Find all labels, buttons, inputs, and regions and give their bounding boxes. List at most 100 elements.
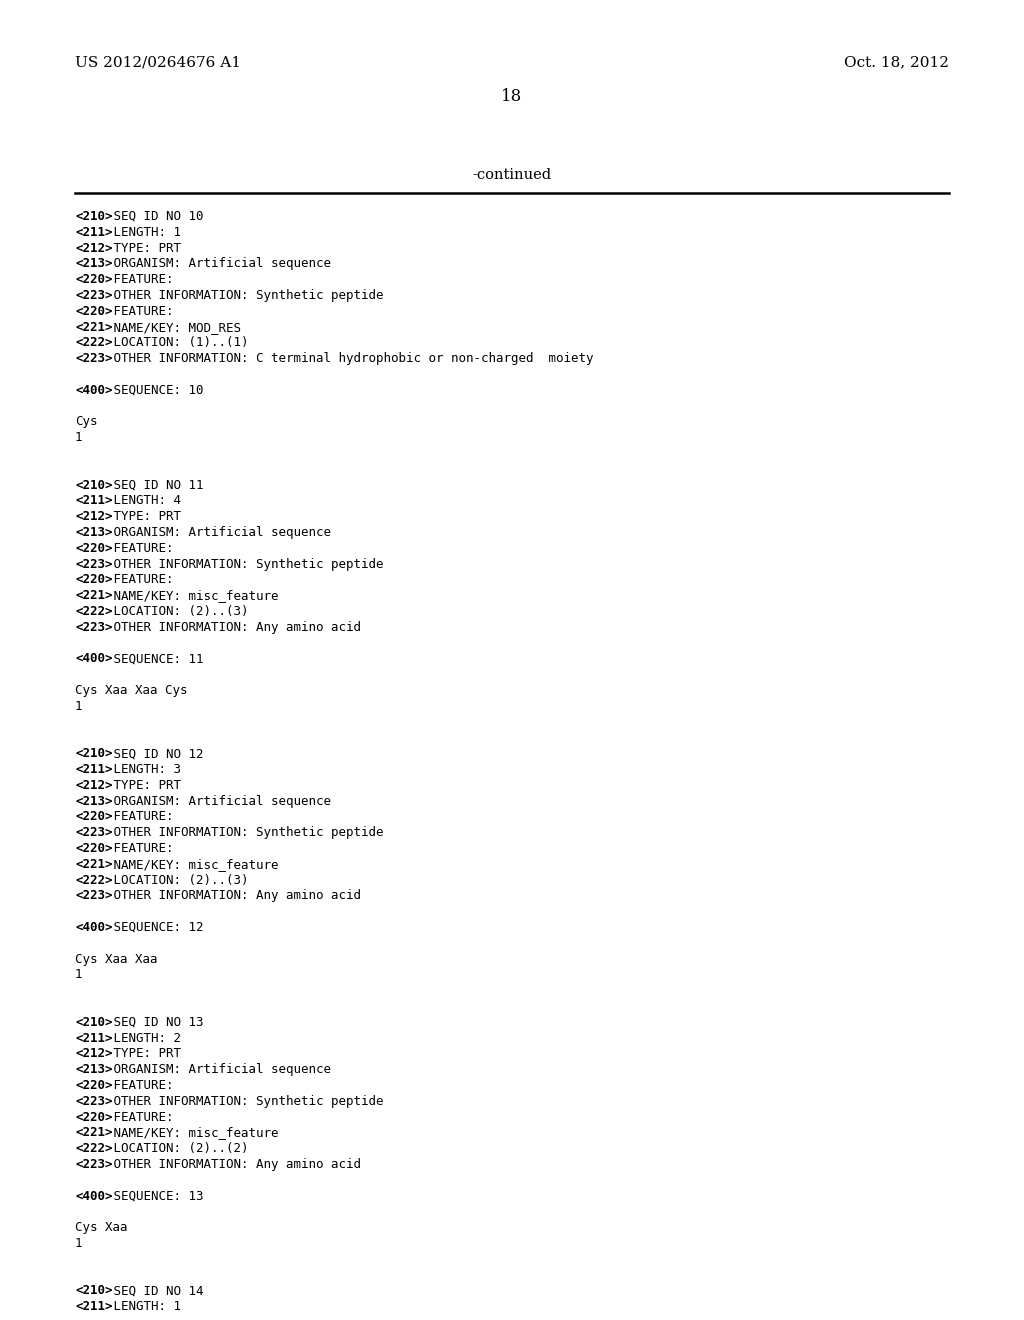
Text: TYPE: PRT: TYPE: PRT xyxy=(106,242,181,255)
Text: <223>: <223> xyxy=(75,352,113,366)
Text: <213>: <213> xyxy=(75,525,113,539)
Text: 1: 1 xyxy=(75,700,83,713)
Text: <220>: <220> xyxy=(75,273,113,286)
Text: <220>: <220> xyxy=(75,1078,113,1092)
Text: <223>: <223> xyxy=(75,890,113,903)
Text: TYPE: PRT: TYPE: PRT xyxy=(106,511,181,523)
Text: NAME/KEY: MOD_RES: NAME/KEY: MOD_RES xyxy=(106,321,242,334)
Text: SEQ ID NO 14: SEQ ID NO 14 xyxy=(106,1284,204,1298)
Text: SEQUENCE: 13: SEQUENCE: 13 xyxy=(106,1189,204,1203)
Text: <221>: <221> xyxy=(75,589,113,602)
Text: FEATURE:: FEATURE: xyxy=(106,842,174,855)
Text: OTHER INFORMATION: Synthetic peptide: OTHER INFORMATION: Synthetic peptide xyxy=(106,557,384,570)
Text: ORGANISM: Artificial sequence: ORGANISM: Artificial sequence xyxy=(106,1063,332,1076)
Text: OTHER INFORMATION: Synthetic peptide: OTHER INFORMATION: Synthetic peptide xyxy=(106,1094,384,1107)
Text: <213>: <213> xyxy=(75,257,113,271)
Text: Oct. 18, 2012: Oct. 18, 2012 xyxy=(844,55,949,69)
Text: <223>: <223> xyxy=(75,620,113,634)
Text: <223>: <223> xyxy=(75,289,113,302)
Text: Cys Xaa Xaa: Cys Xaa Xaa xyxy=(75,953,158,966)
Text: TYPE: PRT: TYPE: PRT xyxy=(106,1047,181,1060)
Text: <223>: <223> xyxy=(75,826,113,840)
Text: SEQ ID NO 13: SEQ ID NO 13 xyxy=(106,1016,204,1028)
Text: FEATURE:: FEATURE: xyxy=(106,1110,174,1123)
Text: LOCATION: (1)..(1): LOCATION: (1)..(1) xyxy=(106,337,249,350)
Text: LOCATION: (2)..(2): LOCATION: (2)..(2) xyxy=(106,1142,249,1155)
Text: FEATURE:: FEATURE: xyxy=(106,541,174,554)
Text: <220>: <220> xyxy=(75,305,113,318)
Text: 1: 1 xyxy=(75,432,83,445)
Text: <213>: <213> xyxy=(75,795,113,808)
Text: 18: 18 xyxy=(502,88,522,106)
Text: OTHER INFORMATION: Any amino acid: OTHER INFORMATION: Any amino acid xyxy=(106,620,361,634)
Text: 1: 1 xyxy=(75,969,83,981)
Text: LOCATION: (2)..(3): LOCATION: (2)..(3) xyxy=(106,874,249,887)
Text: <223>: <223> xyxy=(75,1094,113,1107)
Text: <400>: <400> xyxy=(75,384,113,397)
Text: <211>: <211> xyxy=(75,226,113,239)
Text: OTHER INFORMATION: Synthetic peptide: OTHER INFORMATION: Synthetic peptide xyxy=(106,289,384,302)
Text: US 2012/0264676 A1: US 2012/0264676 A1 xyxy=(75,55,241,69)
Text: LENGTH: 2: LENGTH: 2 xyxy=(106,1032,181,1044)
Text: <222>: <222> xyxy=(75,605,113,618)
Text: <222>: <222> xyxy=(75,874,113,887)
Text: <220>: <220> xyxy=(75,573,113,586)
Text: <213>: <213> xyxy=(75,1063,113,1076)
Text: <211>: <211> xyxy=(75,1032,113,1044)
Text: NAME/KEY: misc_feature: NAME/KEY: misc_feature xyxy=(106,858,279,871)
Text: <400>: <400> xyxy=(75,652,113,665)
Text: <400>: <400> xyxy=(75,921,113,935)
Text: FEATURE:: FEATURE: xyxy=(106,305,174,318)
Text: ORGANISM: Artificial sequence: ORGANISM: Artificial sequence xyxy=(106,257,332,271)
Text: <211>: <211> xyxy=(75,495,113,507)
Text: <210>: <210> xyxy=(75,479,113,491)
Text: NAME/KEY: misc_feature: NAME/KEY: misc_feature xyxy=(106,589,279,602)
Text: <212>: <212> xyxy=(75,779,113,792)
Text: <210>: <210> xyxy=(75,210,113,223)
Text: <220>: <220> xyxy=(75,1110,113,1123)
Text: OTHER INFORMATION: Any amino acid: OTHER INFORMATION: Any amino acid xyxy=(106,1158,361,1171)
Text: <212>: <212> xyxy=(75,1047,113,1060)
Text: <210>: <210> xyxy=(75,747,113,760)
Text: FEATURE:: FEATURE: xyxy=(106,810,174,824)
Text: <210>: <210> xyxy=(75,1284,113,1298)
Text: <211>: <211> xyxy=(75,1300,113,1313)
Text: <212>: <212> xyxy=(75,242,113,255)
Text: <210>: <210> xyxy=(75,1016,113,1028)
Text: OTHER INFORMATION: Any amino acid: OTHER INFORMATION: Any amino acid xyxy=(106,890,361,903)
Text: <222>: <222> xyxy=(75,337,113,350)
Text: FEATURE:: FEATURE: xyxy=(106,1078,174,1092)
Text: ORGANISM: Artificial sequence: ORGANISM: Artificial sequence xyxy=(106,525,332,539)
Text: -continued: -continued xyxy=(472,168,552,182)
Text: Cys: Cys xyxy=(75,416,97,429)
Text: SEQUENCE: 11: SEQUENCE: 11 xyxy=(106,652,204,665)
Text: 1: 1 xyxy=(75,1237,83,1250)
Text: OTHER INFORMATION: C terminal hydrophobic or non-charged  moiety: OTHER INFORMATION: C terminal hydrophobi… xyxy=(106,352,594,366)
Text: <220>: <220> xyxy=(75,541,113,554)
Text: <221>: <221> xyxy=(75,858,113,871)
Text: LENGTH: 1: LENGTH: 1 xyxy=(106,226,181,239)
Text: SEQ ID NO 12: SEQ ID NO 12 xyxy=(106,747,204,760)
Text: <223>: <223> xyxy=(75,1158,113,1171)
Text: FEATURE:: FEATURE: xyxy=(106,273,174,286)
Text: SEQUENCE: 10: SEQUENCE: 10 xyxy=(106,384,204,397)
Text: <212>: <212> xyxy=(75,511,113,523)
Text: <211>: <211> xyxy=(75,763,113,776)
Text: SEQ ID NO 11: SEQ ID NO 11 xyxy=(106,479,204,491)
Text: Cys Xaa Xaa Cys: Cys Xaa Xaa Cys xyxy=(75,684,187,697)
Text: <222>: <222> xyxy=(75,1142,113,1155)
Text: LENGTH: 3: LENGTH: 3 xyxy=(106,763,181,776)
Text: Cys Xaa: Cys Xaa xyxy=(75,1221,128,1234)
Text: <220>: <220> xyxy=(75,810,113,824)
Text: <223>: <223> xyxy=(75,557,113,570)
Text: LENGTH: 1: LENGTH: 1 xyxy=(106,1300,181,1313)
Text: ORGANISM: Artificial sequence: ORGANISM: Artificial sequence xyxy=(106,795,332,808)
Text: NAME/KEY: misc_feature: NAME/KEY: misc_feature xyxy=(106,1126,279,1139)
Text: OTHER INFORMATION: Synthetic peptide: OTHER INFORMATION: Synthetic peptide xyxy=(106,826,384,840)
Text: <220>: <220> xyxy=(75,842,113,855)
Text: LOCATION: (2)..(3): LOCATION: (2)..(3) xyxy=(106,605,249,618)
Text: SEQ ID NO 10: SEQ ID NO 10 xyxy=(106,210,204,223)
Text: LENGTH: 4: LENGTH: 4 xyxy=(106,495,181,507)
Text: <221>: <221> xyxy=(75,1126,113,1139)
Text: <400>: <400> xyxy=(75,1189,113,1203)
